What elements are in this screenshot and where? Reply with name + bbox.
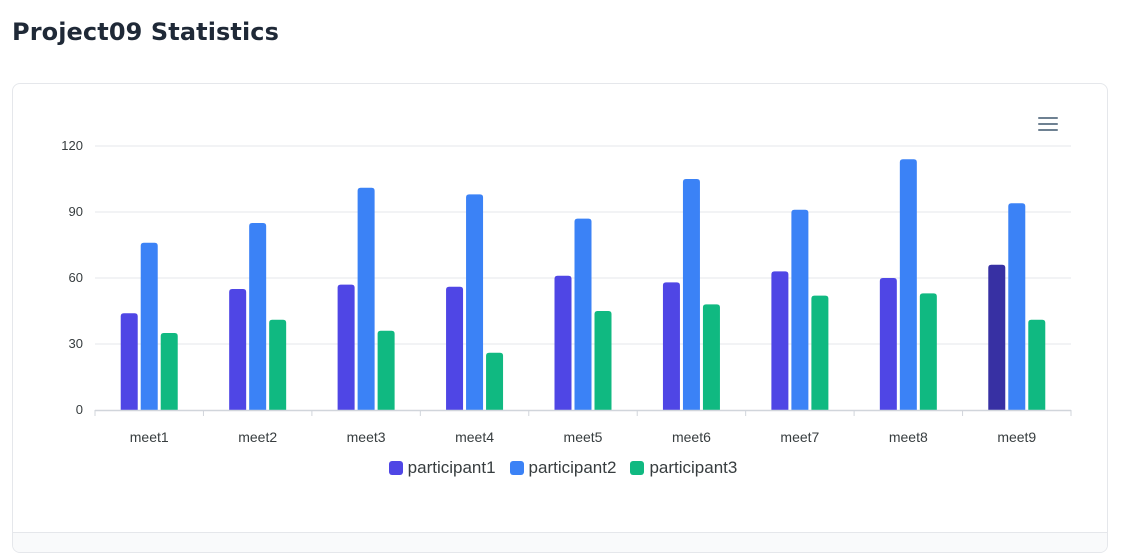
bar-layer xyxy=(120,159,1046,410)
bar-participant2-meet9[interactable] xyxy=(1008,203,1026,410)
bar-participant3-meet2[interactable] xyxy=(269,319,287,410)
y-tick-label: 90 xyxy=(69,204,83,219)
y-tick-label: 0 xyxy=(76,402,83,417)
bar-participant1-meet8[interactable] xyxy=(879,278,897,410)
bar-participant3-meet1[interactable] xyxy=(160,333,178,410)
bar-participant1-meet3[interactable] xyxy=(337,284,355,410)
y-tick-label: 120 xyxy=(61,138,83,153)
legend-label: participant2 xyxy=(528,458,617,477)
bar-participant3-meet9[interactable] xyxy=(1028,319,1046,410)
chart-legend: participant1 participant2 participant3 xyxy=(0,458,1126,478)
bar-participant2-meet4[interactable] xyxy=(466,194,484,410)
bar-participant3-meet8[interactable] xyxy=(919,293,937,410)
legend-item-participant1[interactable]: participant1 xyxy=(388,458,496,478)
chart-menu-button[interactable] xyxy=(1036,112,1060,136)
bar-participant3-meet6[interactable] xyxy=(702,304,720,410)
x-tick-label: meet1 xyxy=(130,429,169,445)
bar-participant2-meet1[interactable] xyxy=(140,242,158,410)
bar-participant2-meet6[interactable] xyxy=(682,179,700,410)
page-title: Project09 Statistics xyxy=(12,18,280,46)
hamburger-menu-icon-bar xyxy=(1038,123,1058,125)
hamburger-menu-icon xyxy=(1038,117,1058,119)
bar-participant3-meet7[interactable] xyxy=(811,295,829,410)
legend-swatch xyxy=(388,461,403,475)
bar-participant1-meet9[interactable] xyxy=(988,264,1006,410)
x-tick-label: meet6 xyxy=(672,429,711,445)
bar-participant1-meet1[interactable] xyxy=(120,313,138,410)
hamburger-menu-icon-bar xyxy=(1038,129,1058,131)
bar-participant2-meet2[interactable] xyxy=(249,223,267,410)
x-tick-label: meet5 xyxy=(564,429,603,445)
legend-label: participant1 xyxy=(407,458,496,477)
legend-item-participant2[interactable]: participant2 xyxy=(509,458,617,478)
y-tick-label: 30 xyxy=(69,336,83,351)
bar-participant2-meet5[interactable] xyxy=(574,218,592,410)
bar-participant1-meet6[interactable] xyxy=(662,282,680,410)
x-tick-label: meet3 xyxy=(347,429,386,445)
y-axis-ticks: 0 30 60 90 120 xyxy=(61,138,83,417)
bar-participant3-meet5[interactable] xyxy=(594,311,612,410)
x-tick-label: meet2 xyxy=(238,429,277,445)
bar-participant1-meet7[interactable] xyxy=(771,271,789,410)
x-tick-label: meet9 xyxy=(997,429,1036,445)
x-tick-label: meet7 xyxy=(780,429,819,445)
x-tick-label: meet8 xyxy=(889,429,928,445)
legend-item-participant3[interactable]: participant3 xyxy=(630,458,737,478)
bar-participant1-meet2[interactable] xyxy=(229,289,247,410)
bar-participant3-meet4[interactable] xyxy=(486,352,504,410)
legend-label: participant3 xyxy=(649,458,738,477)
x-axis: meet1 meet2 meet3 meet4 meet5 meet6 meet7 meet8… xyxy=(94,409,1072,445)
legend-swatch xyxy=(509,461,524,475)
bar-participant1-meet4[interactable] xyxy=(446,286,464,410)
bar-participant2-meet8[interactable] xyxy=(899,159,917,410)
bar-participant3-meet3[interactable] xyxy=(377,330,395,410)
y-tick-label: 60 xyxy=(69,270,83,285)
x-tick-label: meet4 xyxy=(455,429,494,445)
legend-swatch xyxy=(630,461,645,475)
bar-participant2-meet3[interactable] xyxy=(357,187,375,410)
bar-participant2-meet7[interactable] xyxy=(791,209,809,410)
bar-participant1-meet5[interactable] xyxy=(554,275,572,410)
